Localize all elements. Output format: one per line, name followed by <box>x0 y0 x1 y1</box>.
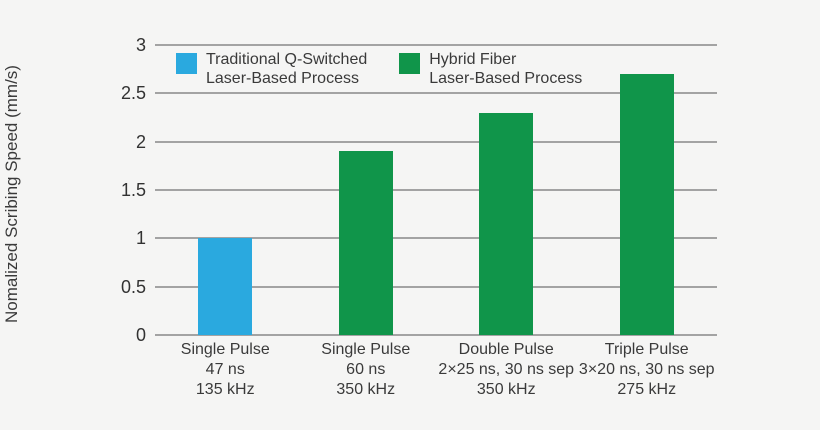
x-category-label-1: Single Pulse 47 ns 135 kHz <box>180 341 270 398</box>
bar-4 <box>620 74 674 335</box>
plot-area <box>155 44 717 336</box>
bar-3 <box>479 113 533 335</box>
y-tick-label-2: 2 <box>135 131 146 152</box>
y-tick-label-1.5: 1.5 <box>120 180 146 200</box>
gridline-y-1.5 <box>155 189 717 191</box>
gridline-y-3 <box>155 44 717 46</box>
legend-entry-1: Traditional Q-Switched Laser-Based Proce… <box>176 50 367 88</box>
gridline-y-2 <box>155 140 717 143</box>
x-category-label-3: Double Pulse 2×25 ns, 30 ns sep 350 kHz <box>438 341 575 398</box>
legend-label: Hybrid Fiber Laser-Based Process <box>429 51 583 87</box>
gridline-y-0 <box>155 334 717 336</box>
legend: Traditional Q-Switched Laser-Based Proce… <box>176 50 582 88</box>
bar-2 <box>339 151 393 335</box>
x-category-label-4: Triple Pulse 3×20 ns, 30 ns sep 275 kHz <box>578 341 715 398</box>
y-tick-label-0.5: 0.5 <box>120 276 146 297</box>
y-tick-label-3: 3 <box>135 35 146 55</box>
legend-label: Traditional Q-Switched Laser-Based Proce… <box>206 51 368 87</box>
y-tick-label-2.5: 2.5 <box>120 83 146 104</box>
legend-swatch-icon <box>399 53 421 74</box>
legend-swatch-icon <box>176 53 197 74</box>
y-tick-label-0: 0 <box>135 325 146 345</box>
gridline-y-2.5 <box>155 92 717 95</box>
x-axis-labels: Single Pulse 47 ns 135 kHz Single Pulse 6… <box>155 340 717 400</box>
gridline-y-1 <box>155 237 717 240</box>
gridline-y-0.5 <box>155 285 717 288</box>
legend-entry-2: Hybrid Fiber Laser-Based Process <box>399 50 582 88</box>
bar-1 <box>198 238 252 335</box>
y-tick-label-1: 1 <box>135 228 146 249</box>
x-category-label-2: Single Pulse 60 ns 350 kHz <box>321 341 411 398</box>
